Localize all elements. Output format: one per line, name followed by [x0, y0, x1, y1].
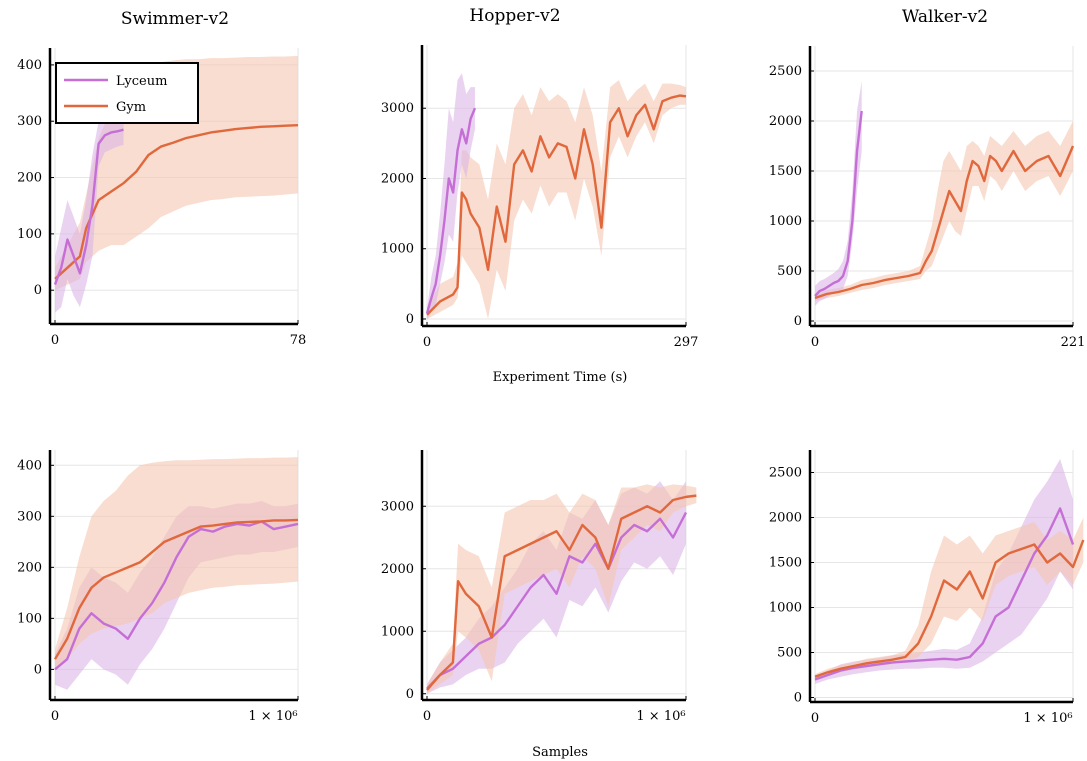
x-tick-label: 0 [51, 709, 59, 724]
subplot-title: Swimmer-v2 [121, 9, 229, 29]
x-tick-label: 0 [423, 709, 431, 724]
x-tick-label: 297 [674, 335, 699, 350]
y-tick-label: 500 [777, 646, 802, 661]
x-tick-label: 1 × 10⁶ [1023, 711, 1072, 726]
y-tick-label: 500 [777, 264, 802, 279]
x-tick-label: 1 × 10⁶ [636, 709, 685, 724]
subplot-4: 0 100 200 300 400 0 1 × 10⁶ [17, 450, 299, 724]
band-gym [55, 457, 298, 670]
series-line-gym [53, 518, 299, 660]
band-gym [427, 80, 686, 319]
legend: Lyceum Gym [55, 62, 199, 124]
y-tick-label: 0 [34, 283, 42, 298]
subplot-5: 0 1000 2000 3000 0 1 × 10⁶ [381, 450, 697, 724]
series-line-gym [426, 494, 697, 691]
y-tick-label: 2500 [769, 64, 802, 79]
y-tick-label: 3000 [381, 101, 414, 116]
y-tick-label: 0 [794, 314, 802, 329]
band-gym [427, 484, 697, 694]
y-tick-label: 1500 [769, 164, 802, 179]
y-tick-label: 0 [794, 691, 802, 706]
y-tick-label: 2000 [769, 511, 802, 526]
y-tick-label: 200 [17, 560, 42, 575]
x-tick-label: 78 [290, 333, 307, 348]
legend-label-lyceum: Lyceum [116, 74, 167, 89]
x-tick-label: 221 [1061, 335, 1086, 350]
y-tick-label: 1000 [769, 601, 802, 616]
y-tick-label: 400 [17, 458, 42, 473]
x-tick-label: 0 [423, 335, 431, 350]
series-line-gym [426, 94, 687, 316]
subplot-1: 0 100 200 300 400 0 78 Swimmer-v2 [17, 9, 306, 348]
series-line-lyceum [426, 511, 688, 690]
y-tick-label: 0 [406, 687, 414, 702]
y-tick-label: 200 [17, 171, 42, 186]
y-tick-label: 1000 [769, 214, 802, 229]
x-tick-label: 0 [811, 711, 819, 726]
y-tick-label: 2000 [381, 562, 414, 577]
top-row-xlabel: Experiment Time (s) [493, 370, 628, 385]
y-tick-label: 300 [17, 509, 42, 524]
y-tick-label: 400 [17, 58, 42, 73]
y-tick-label: 300 [17, 114, 42, 129]
y-tick-label: 0 [406, 312, 414, 327]
y-tick-label: 2000 [769, 114, 802, 129]
band-lyceum [815, 459, 1073, 684]
series-line-gym [814, 145, 1075, 300]
legend-label-gym: Gym [116, 100, 146, 115]
series-line-gym [814, 539, 1085, 678]
series-line-lyceum [53, 128, 124, 285]
series-line-lyceum [814, 110, 863, 297]
y-tick-label: 2000 [381, 171, 414, 186]
x-tick-label: 0 [51, 333, 59, 348]
y-tick-label: 0 [34, 662, 42, 677]
y-tick-label: 2500 [769, 466, 802, 481]
legend-box [55, 62, 199, 124]
y-tick-label: 1500 [769, 556, 802, 571]
y-tick-label: 100 [17, 227, 42, 242]
subplot-title: Hopper-v2 [469, 6, 560, 26]
y-tick-label: 3000 [381, 499, 414, 514]
y-tick-label: 1000 [381, 624, 414, 639]
subplot-title: Walker-v2 [902, 7, 988, 27]
y-tick-label: 100 [17, 611, 42, 626]
series-line-lyceum [425, 107, 477, 314]
band-gym [815, 517, 1084, 680]
subplot-6: 0 500 1000 1500 2000 2500 0 1 × 10⁶ [769, 450, 1085, 726]
y-tick-label: 1000 [381, 242, 414, 257]
subplot-2: 0 1000 2000 3000 0 297 Hopper-v2 [381, 6, 699, 350]
x-tick-label: 1 × 10⁶ [248, 709, 297, 724]
bottom-row-xlabel: Samples [532, 745, 588, 760]
x-tick-label: 0 [811, 335, 819, 350]
series-line-lyceum [814, 507, 1075, 681]
subplot-3: 0 500 1000 1500 2000 2500 0 221 Walker-v2 [769, 7, 1086, 350]
